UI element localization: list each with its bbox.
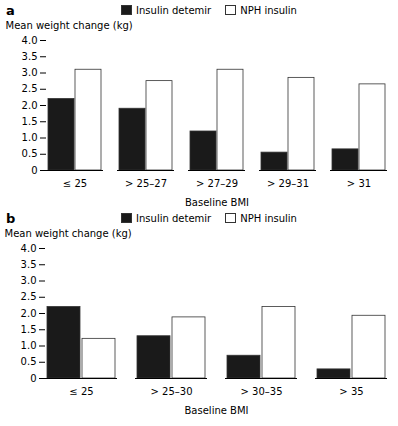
svg-text:> 25–27: > 25–27 [125,178,167,189]
svg-text:0.5: 0.5 [22,148,38,159]
svg-text:3.0: 3.0 [22,67,38,78]
svg-text:1.0: 1.0 [22,132,38,143]
html-text:b: b [6,210,16,226]
svg-text:2.0: 2.0 [22,100,38,111]
svg-text:> 31: > 31 [347,178,371,189]
svg-text:2.0: 2.0 [21,308,37,319]
svg-text:1.5: 1.5 [22,116,38,127]
svg-text:0.5: 0.5 [21,356,37,367]
svg-text:0: 0 [30,373,36,384]
svg-text:> 27–29: > 27–29 [196,178,238,189]
svg-text:Mean weight change (kg): Mean weight change (kg) [6,20,133,31]
svg-text:> 29–31: > 29–31 [267,178,309,189]
svg-text:1.5: 1.5 [21,324,37,335]
svg-text:3.0: 3.0 [21,275,37,286]
html-text:NPH insulin: NPH insulin [240,4,297,16]
html-text:NPH insulin: NPH insulin [240,212,297,224]
svg-text:0: 0 [31,165,37,176]
svg-text:3.5: 3.5 [21,259,37,270]
svg-text:4.0: 4.0 [21,243,37,254]
svg-text:> 30–35: > 30–35 [240,386,282,397]
svg-text:3.5: 3.5 [22,51,38,62]
svg-text:≤ 25: ≤ 25 [69,386,93,397]
svg-text:1.0: 1.0 [21,340,37,351]
html-text:Insulin detemir: Insulin detemir [136,212,212,224]
svg-text:> 35: > 35 [339,386,363,397]
svg-text:Baseline BMI: Baseline BMI [185,197,249,208]
svg-text:Baseline BMI: Baseline BMI [184,405,248,416]
html-text:Insulin detemir: Insulin detemir [136,4,212,16]
svg-text:≤ 25: ≤ 25 [63,178,87,189]
svg-text:Mean weight change (kg): Mean weight change (kg) [5,228,132,239]
svg-text:> 25–30: > 25–30 [150,386,192,397]
svg-text:4.0: 4.0 [22,35,38,46]
svg-text:2.5: 2.5 [22,83,38,94]
html-text:a: a [6,2,15,18]
svg-text:2.5: 2.5 [21,291,37,302]
